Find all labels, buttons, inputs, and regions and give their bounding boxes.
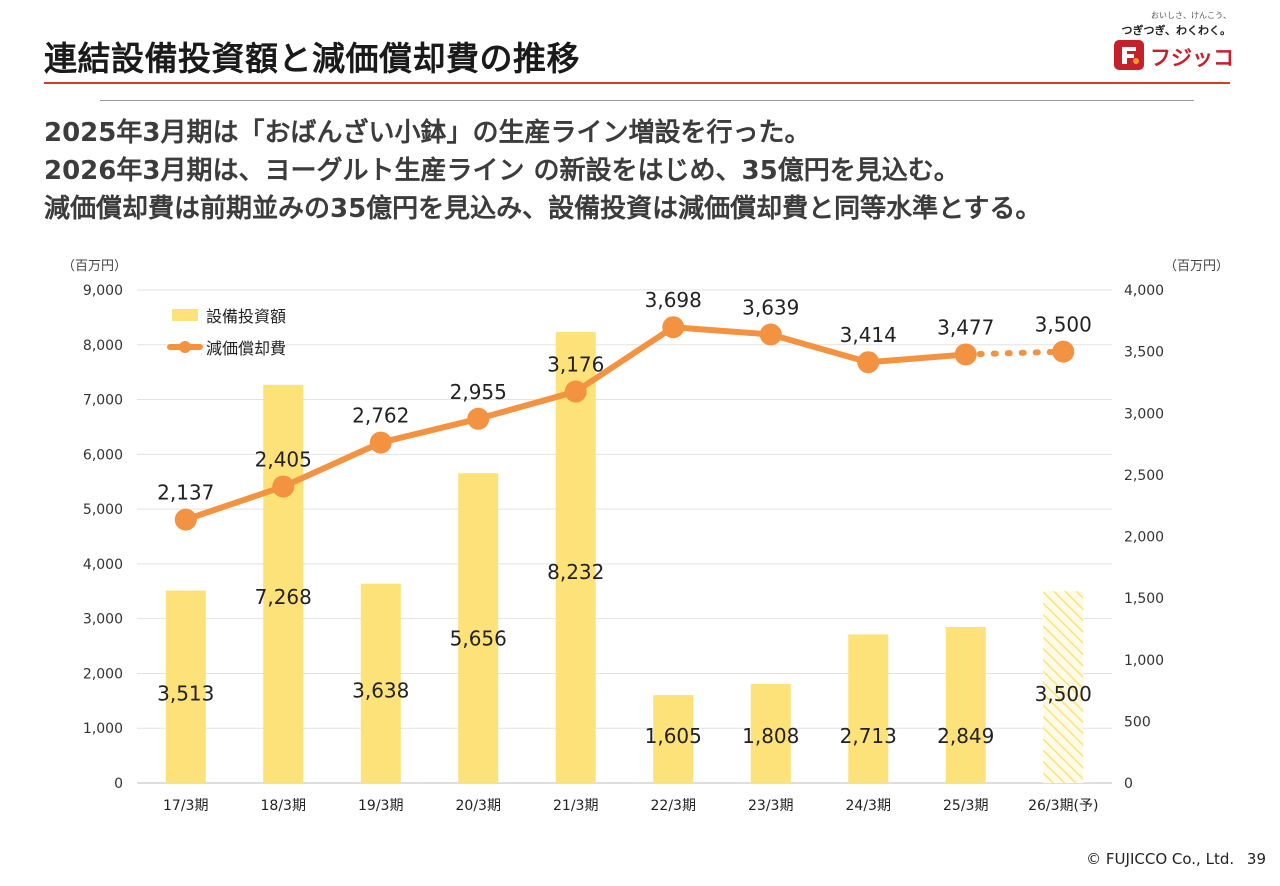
y-left-unit: （百万円） bbox=[62, 259, 127, 274]
headline-summary: 2025年3月期は「おばんざい小鉢」の生産ライン増設を行った。 2026年3月期… bbox=[44, 114, 1280, 228]
copyright: © FUJICCO Co., Ltd. bbox=[1086, 850, 1235, 868]
bar-value-label: 7,268 bbox=[255, 585, 312, 609]
y-right-tick-label: 3,000 bbox=[1124, 406, 1164, 422]
y-right-unit: （百万円） bbox=[1164, 259, 1229, 274]
legend-label-depreciation: 減価償却費 bbox=[206, 339, 286, 358]
legend-swatch-capex bbox=[172, 309, 198, 321]
x-category-label: 23/3期 bbox=[748, 798, 793, 814]
bar-capex bbox=[165, 590, 206, 783]
y-left-tick-label: 7,000 bbox=[83, 393, 123, 409]
headline-line-2: 2026年3月期は、ヨーグルト生産ライン の新設をはじめ、35億円を見込む。 bbox=[44, 156, 960, 186]
bar-value-label: 3,513 bbox=[157, 682, 214, 706]
bar-value-label: 2,713 bbox=[840, 724, 897, 748]
bar-capex bbox=[653, 695, 694, 783]
line-depreciation-forecast bbox=[962, 348, 1067, 358]
point-value-label: 3,477 bbox=[937, 315, 994, 339]
y-right-tick-label: 500 bbox=[1124, 714, 1151, 730]
bar-value-label: 3,500 bbox=[1035, 682, 1092, 706]
y-left-tick-label: 3,000 bbox=[83, 612, 123, 628]
x-category-label: 19/3期 bbox=[358, 798, 403, 814]
y-left-tick-label: 4,000 bbox=[83, 557, 123, 573]
bar-value-label: 8,232 bbox=[547, 560, 604, 584]
bar-value-label: 1,808 bbox=[742, 724, 799, 748]
bar-capex bbox=[263, 384, 304, 783]
bar-capex bbox=[945, 626, 986, 783]
y-right-tick-label: 1,000 bbox=[1124, 653, 1164, 669]
bar-capex bbox=[750, 683, 791, 783]
x-category-label: 17/3期 bbox=[163, 798, 208, 814]
y-left-tick-label: 1,000 bbox=[83, 721, 123, 737]
bar-value-label: 1,605 bbox=[645, 724, 702, 748]
x-category-label: 22/3期 bbox=[651, 798, 696, 814]
y-right-tick-label: 2,500 bbox=[1124, 468, 1164, 484]
company-logo: おいしさ、けんこう、 つぎつぎ、わくわく。 フジッコ bbox=[1112, 8, 1237, 74]
bar-value-label: 5,656 bbox=[450, 626, 507, 650]
legend-label-capex: 設備投資額 bbox=[206, 307, 286, 326]
footer: © FUJICCO Co., Ltd. 39 bbox=[1078, 850, 1266, 868]
y-left-tick-label: 5,000 bbox=[83, 502, 123, 518]
legend-swatch-depreciation-dot bbox=[179, 341, 191, 353]
bar-capex bbox=[848, 634, 889, 783]
point-value-label: 2,762 bbox=[352, 404, 409, 428]
point-depreciation bbox=[467, 407, 490, 430]
point-depreciation bbox=[759, 323, 782, 346]
page-title: 連結設備投資額と減価償却費の推移 bbox=[44, 39, 580, 78]
point-depreciation bbox=[272, 475, 295, 498]
capex-depreciation-chart: 0 1,000 2,000 3,000 4,000 5,000 6,000 7,000 8,00… bbox=[62, 259, 1229, 814]
headline-line-1: 2025年3月期は「おばんざい小鉢」の生産ライン増設を行った。 bbox=[44, 118, 811, 148]
y-right-tick-label: 4,000 bbox=[1124, 283, 1164, 299]
point-value-label: 3,698 bbox=[645, 288, 702, 312]
point-value-label: 2,137 bbox=[157, 481, 214, 505]
point-value-label: 3,414 bbox=[840, 323, 897, 347]
y-left-tick-label: 0 bbox=[114, 776, 123, 792]
point-depreciation bbox=[1052, 340, 1075, 363]
x-category-label: 26/3期(予) bbox=[1028, 798, 1098, 814]
bar-capex bbox=[360, 583, 401, 783]
bar-capex bbox=[555, 332, 596, 783]
logo-mark-icon bbox=[1114, 40, 1144, 70]
point-value-label: 3,639 bbox=[742, 295, 799, 319]
point-depreciation bbox=[857, 351, 880, 374]
bar-capex bbox=[458, 473, 499, 783]
x-category-label: 24/3期 bbox=[846, 798, 891, 814]
x-category-label: 25/3期 bbox=[943, 798, 988, 814]
point-depreciation bbox=[369, 431, 392, 454]
headline-line-3: 減価償却費は前期並みの35億円を見込み、設備投資は減価償却費と同等水準とする。 bbox=[44, 194, 1042, 224]
y-right-tick-label: 3,500 bbox=[1124, 345, 1164, 361]
y-left-tick-label: 8,000 bbox=[83, 338, 123, 354]
point-value-label: 2,955 bbox=[450, 380, 507, 404]
y-right-tick-label: 2,000 bbox=[1124, 530, 1164, 546]
logo-wordmark: フジッコ bbox=[1150, 46, 1234, 70]
point-value-label: 3,500 bbox=[1035, 313, 1092, 337]
page-number: 39 bbox=[1246, 850, 1266, 868]
point-value-label: 3,176 bbox=[547, 353, 604, 377]
y-left-tick-label: 9,000 bbox=[83, 283, 123, 299]
logo-tagline: つぎつぎ、わくわく。 bbox=[1121, 24, 1231, 37]
bar-value-label: 2,849 bbox=[937, 724, 994, 748]
y-left-tick-label: 6,000 bbox=[83, 447, 123, 463]
y-right-tick-label: 1,500 bbox=[1124, 591, 1164, 607]
bar-capex bbox=[1043, 591, 1084, 783]
bar-value-label: 3,638 bbox=[352, 678, 409, 702]
x-category-label: 18/3期 bbox=[261, 798, 306, 814]
y-right-tick-label: 0 bbox=[1124, 776, 1133, 792]
y-left-tick-label: 2,000 bbox=[83, 666, 123, 682]
point-value-label: 2,405 bbox=[255, 448, 312, 472]
title-underline bbox=[44, 82, 1230, 84]
x-category-label: 20/3期 bbox=[456, 798, 501, 814]
point-depreciation bbox=[954, 343, 977, 366]
logo-tagline-top: おいしさ、けんこう、 bbox=[1151, 11, 1231, 20]
point-depreciation bbox=[564, 380, 587, 403]
x-category-label: 21/3期 bbox=[553, 798, 598, 814]
point-depreciation bbox=[662, 316, 685, 339]
section-divider bbox=[100, 100, 1194, 101]
point-depreciation bbox=[174, 508, 197, 531]
